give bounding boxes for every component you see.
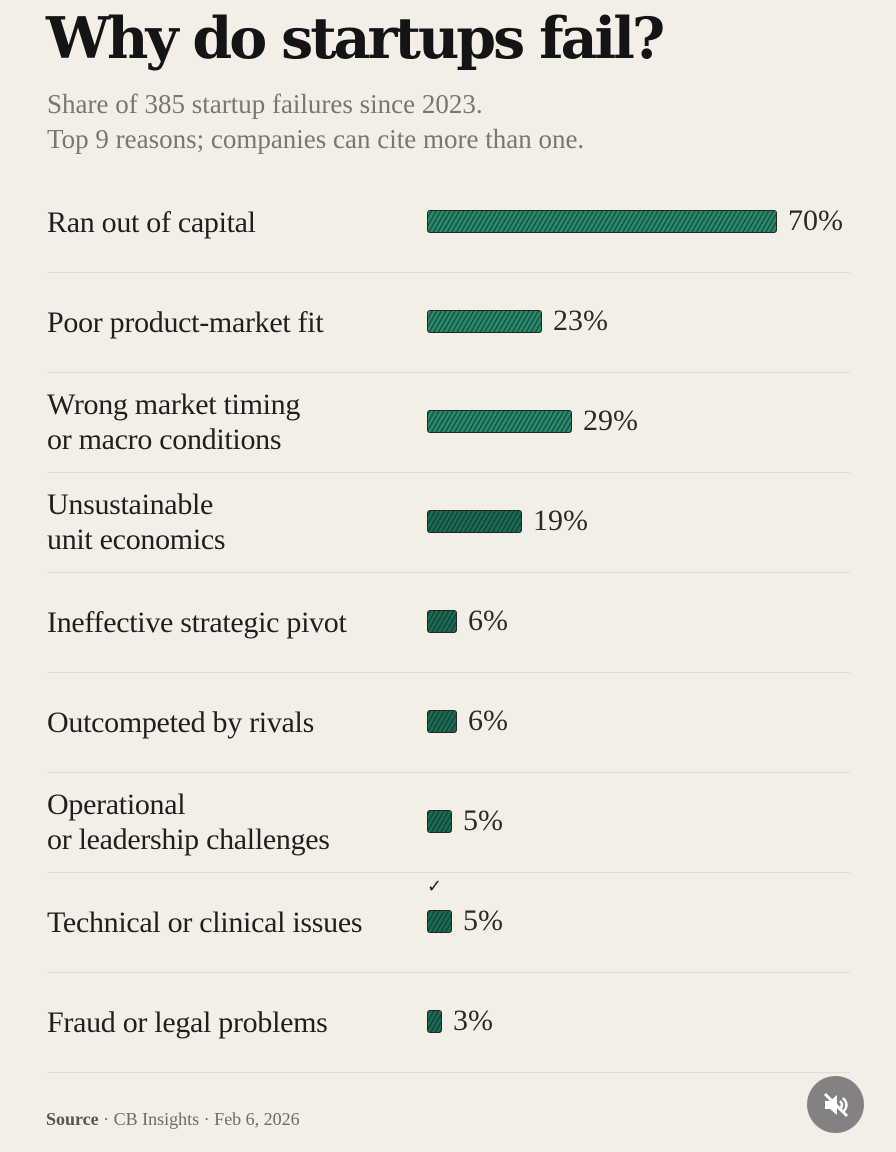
- bar: [427, 710, 457, 733]
- value-label: 3%: [453, 1004, 493, 1037]
- chart-row: Operational or leadership challenges 5%: [47, 772, 850, 873]
- category-label: Poor product-market fit: [47, 305, 324, 339]
- value-label: 5%: [463, 904, 503, 937]
- category-label: Ran out of capital: [47, 205, 256, 239]
- bar: [427, 910, 452, 933]
- chart-subtitle-line-2: Top 9 reasons; companies can cite more t…: [47, 124, 585, 154]
- chart-subtitle-line-1: Share of 385 startup failures since 2023…: [47, 89, 483, 119]
- category-label: Wrong market timing or macro conditions: [47, 388, 301, 456]
- category-label: Unsustainable unit economics: [47, 488, 226, 556]
- value-label: 6%: [468, 704, 508, 737]
- source-text: · CB Insights · Feb 6, 2026: [103, 1109, 300, 1129]
- value-label: 6%: [468, 604, 508, 637]
- check-icon: ✓: [427, 876, 443, 897]
- category-label: Outcompeted by rivals: [47, 705, 314, 739]
- category-label: Technical or clinical issues: [47, 905, 363, 939]
- value-label: 70%: [788, 204, 843, 237]
- chart-row: Ineffective strategic pivot 6%: [47, 572, 850, 673]
- bar: [427, 310, 542, 333]
- category-label: Operational or leadership challenges: [47, 788, 330, 856]
- value-label: 23%: [553, 304, 608, 337]
- bar: [427, 1010, 442, 1033]
- chart-title: Why do startups fail?: [46, 5, 665, 72]
- value-label: 19%: [533, 504, 588, 537]
- value-label: 29%: [583, 404, 638, 437]
- mute-button[interactable]: [807, 1076, 864, 1133]
- category-label: Fraud or legal problems: [47, 1005, 328, 1039]
- chart-row: Wrong market timing or macro conditions 2…: [47, 372, 850, 473]
- source-label: Source: [46, 1109, 99, 1129]
- bar: [427, 210, 777, 233]
- chart-row: Ran out of capital 70%: [47, 172, 850, 273]
- chart-row: Fraud or legal problems 3%: [47, 972, 850, 1073]
- chart-row: Outcompeted by rivals 6%: [47, 672, 850, 773]
- speaker-muted-icon: [823, 1092, 848, 1117]
- chart-row: Technical or clinical issues 5%: [47, 872, 850, 973]
- value-label: 5%: [463, 804, 503, 837]
- source-note: Source · CB Insights · Feb 6, 2026: [46, 1109, 300, 1130]
- chart-row: Unsustainable unit economics 19%: [47, 472, 850, 573]
- category-label: Ineffective strategic pivot: [47, 605, 347, 639]
- bar: [427, 610, 457, 633]
- bar: [427, 410, 572, 433]
- bar: [427, 510, 522, 533]
- bar: [427, 810, 452, 833]
- chart-row: Poor product-market fit 23%: [47, 272, 850, 373]
